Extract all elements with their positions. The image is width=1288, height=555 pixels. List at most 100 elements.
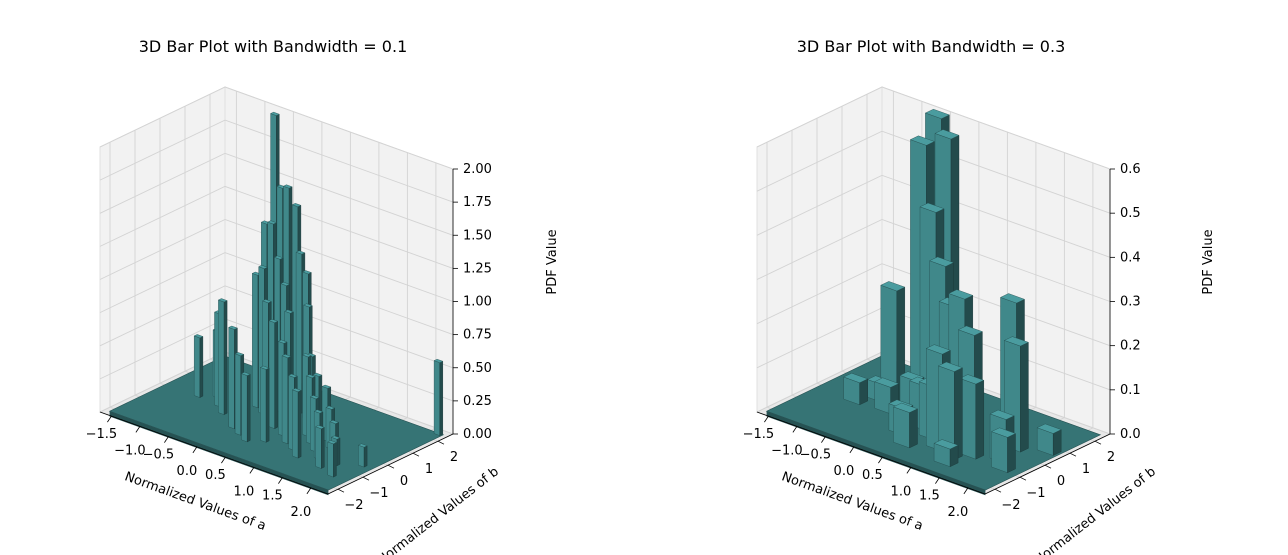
x-tick-mark: [192, 446, 198, 454]
z-tick-label: 1.50: [463, 228, 492, 243]
subplot-bandwidth-0-1: 3D Bar Plot with Bandwidth = 0.1 −1.5−1.0…: [86, 37, 560, 555]
y-tick-mark: [1044, 464, 1052, 469]
x-tick-mark: [135, 426, 141, 433]
z-tick-label: 1.75: [463, 195, 492, 210]
x-tick-label: 1.0: [891, 484, 912, 499]
bar: [327, 440, 337, 478]
x-tick-label: 0.0: [834, 464, 855, 479]
y-tick-mark: [412, 452, 420, 457]
z-tick-label: 0.2: [1120, 339, 1141, 354]
z-axis-label: PDF Value: [1201, 229, 1216, 294]
x-axis-line: [99, 411, 329, 495]
x-tick-mark: [906, 467, 912, 474]
chart-title: 3D Bar Plot with Bandwidth = 0.3: [797, 37, 1066, 56]
z-tick-label: 0.25: [463, 394, 492, 409]
bar: [933, 439, 959, 468]
z-tick-label: 2.00: [463, 162, 492, 177]
y-tick-mark: [1019, 476, 1027, 481]
bar: [193, 334, 204, 398]
z-tick-label: 0.6: [1120, 162, 1141, 177]
bar: [217, 298, 228, 415]
y-axis-line: [984, 433, 1111, 495]
z-tick-label: 0.4: [1120, 250, 1141, 265]
y-tick-label: −2: [1001, 498, 1020, 513]
y-axis-label: Normalized Values of b: [1032, 464, 1159, 555]
x-tick-label: 1.5: [262, 489, 283, 504]
z-tick-label: 0.1: [1120, 383, 1141, 398]
x-tick-mark: [249, 467, 255, 474]
bar: [892, 402, 919, 449]
subplot-bandwidth-0-3: 3D Bar Plot with Bandwidth = 0.3 −1.5−1.0…: [743, 37, 1216, 555]
y-tick-label: −2: [344, 498, 363, 513]
bar: [240, 371, 251, 443]
y-tick-label: 1: [1082, 462, 1090, 477]
x-tick-label: 0.5: [862, 468, 883, 483]
z-tick-label: 0.00: [463, 427, 492, 442]
y-tick-mark: [362, 476, 370, 481]
x-tick-label: 2.0: [291, 505, 312, 520]
z-tick-label: 0.75: [463, 328, 492, 343]
x-tick-mark: [878, 456, 883, 464]
x-tick-label: −1.0: [114, 443, 146, 458]
y-tick-mark: [1094, 440, 1102, 445]
bars: [843, 108, 1062, 474]
bar: [843, 372, 869, 406]
x-axis-label: Normalized Values of a: [780, 469, 925, 534]
x-axis-label: Normalized Values of a: [123, 469, 268, 534]
z-tick-label: 0.3: [1120, 295, 1141, 310]
bar: [315, 425, 325, 469]
bar: [990, 427, 1017, 474]
bar: [433, 358, 444, 436]
x-tick-mark: [278, 477, 283, 484]
z-axis-label: PDF Value: [545, 229, 560, 294]
x-tick-label: 1.5: [919, 489, 940, 504]
x-tick-mark: [849, 446, 855, 454]
y-tick-label: 2: [1107, 450, 1115, 465]
x-tick-mark: [764, 415, 769, 423]
x-tick-mark: [221, 456, 226, 464]
x-axis-line: [756, 411, 986, 495]
z-tick-label: 1.25: [463, 261, 492, 276]
chart-title: 3D Bar Plot with Bandwidth = 0.1: [139, 37, 408, 56]
bar: [937, 361, 963, 461]
z-tick-label: 0.0: [1120, 427, 1141, 442]
y-axis-label: Normalized Values of b: [375, 464, 502, 555]
x-tick-label: 2.0: [948, 505, 969, 520]
bar: [357, 443, 368, 468]
bar: [291, 388, 302, 459]
bars: [193, 111, 444, 478]
x-tick-label: −1.5: [743, 427, 775, 442]
x-tick-label: 0.5: [205, 468, 226, 483]
x-tick-mark: [306, 487, 312, 495]
y-tick-mark: [387, 464, 395, 469]
y-tick-label: −1: [369, 486, 388, 501]
x-tick-mark: [164, 436, 169, 443]
x-tick-mark: [107, 415, 112, 423]
y-axis-line: [327, 433, 454, 495]
x-tick-mark: [963, 487, 969, 495]
x-tick-label: −0.5: [800, 448, 832, 463]
y-tick-mark: [994, 488, 1002, 493]
y-tick-label: 2: [450, 450, 458, 465]
y-tick-mark: [337, 488, 345, 493]
y-tick-label: 0: [400, 474, 408, 489]
x-tick-mark: [821, 436, 826, 443]
bar: [1036, 423, 1062, 456]
y-tick-mark: [437, 440, 445, 445]
bar: [880, 281, 906, 402]
x-tick-label: −1.0: [771, 443, 803, 458]
y-tick-label: 0: [1057, 474, 1065, 489]
y-tick-label: −1: [1026, 486, 1045, 501]
z-tick-label: 0.50: [463, 361, 492, 376]
x-tick-label: −1.5: [86, 427, 118, 442]
y-tick-label: 1: [425, 462, 433, 477]
x-tick-label: −0.5: [143, 448, 175, 463]
bar: [874, 377, 900, 415]
bar: [268, 318, 279, 430]
bar: [959, 374, 985, 460]
x-tick-mark: [792, 426, 798, 433]
x-tick-mark: [935, 477, 940, 484]
y-tick-mark: [1069, 452, 1077, 457]
z-tick-label: 0.5: [1120, 206, 1141, 221]
